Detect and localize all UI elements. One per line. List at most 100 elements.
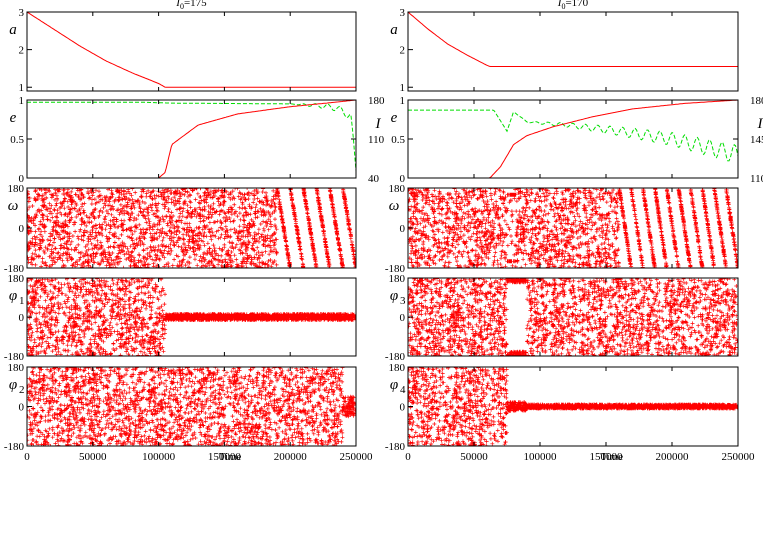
panel-right-omega: -180 0 180 ω xyxy=(385,183,739,275)
panel-right-eI-ylabel-right: I xyxy=(757,116,763,132)
panel-right-phi3-ytick-label: 180 xyxy=(389,273,406,285)
panel-right-phi4-ytick-label: 180 xyxy=(389,362,406,374)
panel-left-omega-ytick-label: 0 xyxy=(19,223,25,235)
x-tick-label: 250000 xyxy=(340,451,374,463)
panel-right-omega-plot xyxy=(408,188,738,268)
panel-right-phi3-ylabel-sub: 3 xyxy=(400,295,406,307)
panel-right-a: 1 2 3a xyxy=(390,7,739,94)
panel-left-eI-ytick-label: 1 xyxy=(19,95,25,107)
panel-left-phi2-ylabel: φ xyxy=(9,377,17,393)
panel-left-eI-series-0-line xyxy=(27,101,356,172)
chart-column-right: I0=170123a00.51110145180eI-1800180ω-1800… xyxy=(385,0,763,463)
panel-right-phi3-ylabel: φ xyxy=(390,288,398,304)
x-tick-label: 200000 xyxy=(274,451,308,463)
chart-title-symbol: I xyxy=(175,0,181,9)
panel-left-eI-ytick-right-label: 110 xyxy=(368,134,385,146)
panel-left-eI-ytick-right-label: 180 xyxy=(368,95,385,107)
panel-right-eI-frame xyxy=(407,99,739,179)
panel-left-eI: 0 0.5 1 40 110 180 e I xyxy=(10,95,385,185)
panel-right-phi3: -180 0 180 φ 3 xyxy=(385,273,739,363)
panel-right-phi4-plot xyxy=(408,367,738,446)
x-tick-label: 150000 xyxy=(208,451,242,463)
panel-left-phi2-ytick-label: 180 xyxy=(8,362,25,374)
panel-left-phi1: -180 0 180 φ 1 xyxy=(4,273,357,363)
panel-left-eI-ytick-right-label: 40 xyxy=(368,173,380,185)
x-tick-label: 200000 xyxy=(656,451,690,463)
panel-right-phi3-points xyxy=(408,278,738,356)
panel-left-phi2-plot xyxy=(27,367,356,446)
panel-left-phi1-points xyxy=(27,278,356,356)
panel-left-omega-points xyxy=(27,188,356,268)
panel-left-eI-plot xyxy=(27,100,356,178)
panel-left-omega-ytick-label: -180 xyxy=(4,263,25,275)
x-tick-label: 150000 xyxy=(590,451,624,463)
panel-left-phi1-ytick-label: -180 xyxy=(4,351,25,363)
panel-right-eI-series-0-line xyxy=(408,109,738,162)
chart-column-left: I0=175 1 2 3a 0 0.5 1 40 110 180 e I -180 0 180 ω -18001… xyxy=(4,0,385,463)
x-tick-label: 250000 xyxy=(722,451,756,463)
panel-right-omega-ytick-label: 180 xyxy=(389,183,406,195)
panel-right-phi4-ylabel-sub: 4 xyxy=(400,384,406,396)
panel-left-eI-ylabel-right: I xyxy=(375,116,382,132)
x-tick-label: 0 xyxy=(405,451,411,463)
panel-left-a-plot xyxy=(27,12,356,88)
panel-right-phi3-ytick-label: -180 xyxy=(385,351,406,363)
panel-left-omega-plot xyxy=(27,188,356,268)
panel-right-omega-ytick-label: -180 xyxy=(385,263,406,275)
panel-right-eI-series-1-line xyxy=(408,100,738,178)
panel-right-a-ylabel: a xyxy=(390,22,398,38)
panel-left-a: 1 2 3a xyxy=(9,7,357,94)
panel-right-a-ytick-label: 1 xyxy=(400,82,406,94)
chart-title: I0=170 xyxy=(557,0,589,11)
panel-right-omega-ytick-label: 0 xyxy=(400,223,406,235)
panel-right-phi4-ytick-label: -180 xyxy=(385,441,406,453)
panel-left-omega-ytick-label: 180 xyxy=(8,183,25,195)
panel-left-a-ylabel: a xyxy=(9,22,17,38)
panel-right-a-frame xyxy=(407,11,739,92)
x-tick-label: 50000 xyxy=(460,451,488,463)
panel-left-eI-series-1-line xyxy=(27,100,356,178)
chart-title-symbol: I xyxy=(557,0,563,9)
panel-left-eI-ytick-label: 0.5 xyxy=(10,134,24,146)
chart-title-sub: 0 xyxy=(561,2,565,11)
x-tick-label: 100000 xyxy=(524,451,558,463)
panel-right-eI-plot xyxy=(408,100,738,178)
x-axis-label: Time xyxy=(600,451,623,463)
panel-right-omega-ylabel: ω xyxy=(389,198,400,214)
panel-right-a-series-0-line xyxy=(408,12,738,67)
panel-right-eI-ytick-label: 0 xyxy=(400,173,406,185)
panel-right-eI: 0 0.5 1 110 145 180 e I xyxy=(391,95,763,185)
x-axis-label: Time xyxy=(219,451,242,463)
chart-title-value: =170 xyxy=(565,0,588,9)
panel-left-phi2-ylabel-sub: 2 xyxy=(19,384,25,396)
panel-right-phi4-ytick-label: 0 xyxy=(400,402,406,414)
panel-left-phi1-plot xyxy=(27,278,356,356)
chart-title: I0=175 xyxy=(175,0,207,11)
panel-right-a-ytick-label: 3 xyxy=(400,7,406,19)
panel-right-eI-ytick-right-label: 145 xyxy=(750,134,763,146)
panel-left-omega: -180 0 180 ω xyxy=(4,183,357,275)
panel-left-a-ytick-label: 1 xyxy=(19,82,25,94)
x-tick-label: 100000 xyxy=(142,451,176,463)
panel-right-eI-ylabel: e xyxy=(391,110,398,126)
panel-left-phi2-ytick-label: -180 xyxy=(4,441,25,453)
panel-left-a-ytick-label: 2 xyxy=(19,45,25,57)
panel-right-omega-points xyxy=(408,188,738,268)
panel-right-eI-ytick-right-label: 110 xyxy=(750,173,763,185)
panel-right-phi3-plot xyxy=(408,278,738,356)
panel-right-phi4-points xyxy=(408,367,738,446)
panel-left-eI-frame xyxy=(26,99,357,179)
panel-left-eI-ylabel: e xyxy=(10,110,17,126)
panel-left-a-series-0-line xyxy=(27,12,356,88)
panel-left-a-frame xyxy=(26,11,357,92)
panel-left-phi1-ytick-label: 180 xyxy=(8,273,25,285)
panel-left-phi2-ytick-label: 0 xyxy=(19,402,25,414)
panel-left-phi2-points xyxy=(27,367,356,446)
panel-left-phi1-ylabel-sub: 1 xyxy=(19,295,25,307)
panel-left-a-ytick-label: 3 xyxy=(19,7,25,19)
panel-right-eI-ytick-label: 0.5 xyxy=(391,134,405,146)
panel-left-omega-ylabel: ω xyxy=(8,198,19,214)
